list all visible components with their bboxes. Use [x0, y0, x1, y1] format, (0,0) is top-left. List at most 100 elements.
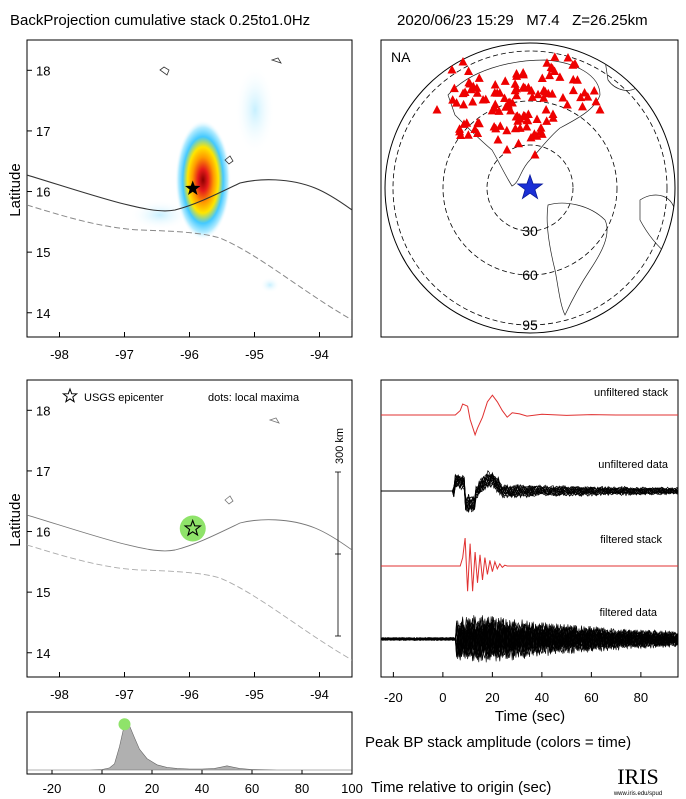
seismic-station-icon — [523, 115, 533, 125]
seismic-station-icon — [500, 76, 510, 85]
seismic-station-icon — [527, 92, 537, 101]
legend-epicenter: USGS epicenter — [84, 392, 164, 404]
seismic-station-icon — [523, 109, 533, 119]
x-tick-label: 80 — [634, 690, 648, 705]
logo-url: www.iris.edu/spud — [613, 791, 662, 797]
seismic-station-icon — [555, 72, 565, 81]
y-tick-label: 14 — [36, 646, 50, 661]
seismic-station-icon — [490, 80, 500, 89]
seismic-station-icon — [589, 85, 599, 95]
ring-label-60: 60 — [522, 267, 538, 283]
traces-panel: unfiltered stack unfiltered data filtere… — [380, 379, 679, 725]
event-info: 2020/06/23 15:29 M7.4 Z=26.25km — [397, 12, 648, 29]
x-tick-label: 100 — [341, 781, 363, 796]
x-tick-label: -95 — [245, 687, 264, 702]
seismic-station-icon — [536, 126, 546, 136]
y-tick-label: 18 — [36, 63, 50, 78]
faint-patch-south — [130, 200, 190, 230]
seismic-station-icon — [491, 123, 501, 133]
seismic-station-icon — [545, 70, 555, 80]
x-tick-label: -95 — [245, 347, 264, 362]
seismic-station-icon — [473, 117, 483, 127]
trace-label-filtered-data: filtered data — [600, 607, 658, 619]
seismic-station-icon — [493, 135, 503, 144]
x-tick-label: 20 — [145, 781, 159, 796]
local-maximum-dot — [179, 515, 206, 542]
seismic-station-icon — [568, 74, 578, 84]
seismic-station-icon — [526, 85, 536, 95]
trench — [27, 204, 352, 321]
seismic-station-icon — [512, 71, 522, 80]
seismic-station-icon — [576, 92, 586, 102]
y-tick-label: 18 — [36, 403, 50, 418]
ring-label-95: 95 — [522, 317, 538, 333]
x-tick-label: 0 — [98, 781, 105, 796]
x-tick-label: -94 — [310, 687, 329, 702]
legend-maxima: dots: local maxima — [208, 392, 300, 404]
x-tick-label: -20 — [43, 781, 62, 796]
maxima-panel: -98 -97 -96 -95 -94 18 17 16 15 14 300 km USGS ep… — [7, 379, 353, 702]
seismic-station-icon — [473, 128, 483, 138]
seismic-station-icon — [456, 130, 466, 139]
seismic-station-icon — [578, 101, 588, 111]
coastline — [27, 514, 352, 552]
seismic-station-icon — [506, 105, 516, 115]
seismic-station-icon — [502, 125, 512, 135]
continent-north-america — [447, 59, 601, 187]
seismic-station-icon — [568, 85, 578, 95]
x-tick-label: 60 — [584, 690, 598, 705]
seismic-station-icon — [541, 104, 551, 114]
seismic-station-icon — [550, 52, 560, 61]
distance-ring-30 — [486, 144, 574, 232]
trace-label-filtered-stack: filtered stack — [600, 534, 662, 546]
seismic-station-icon — [507, 98, 517, 107]
x-tick-label: 80 — [295, 781, 309, 796]
trace-label-unfiltered-data: unfiltered data — [598, 459, 669, 471]
seismic-station-icon — [464, 66, 474, 76]
x-tick-label: 0 — [439, 690, 446, 705]
trench — [27, 544, 352, 661]
seismic-station-icon — [515, 112, 525, 122]
x-tick-label: -96 — [180, 687, 199, 702]
x-tick-label: 40 — [195, 781, 209, 796]
x-tick-label: -98 — [50, 347, 69, 362]
seismic-station-icon — [459, 99, 469, 109]
trace-unfiltered-data — [381, 472, 679, 512]
ring-label-30: 30 — [522, 223, 538, 239]
seismic-station-icon — [495, 121, 505, 130]
epicenter-star-icon — [183, 518, 202, 537]
island-outline — [270, 57, 282, 64]
island-outline — [224, 495, 234, 505]
x-tick-label: 60 — [245, 781, 259, 796]
seismic-station-icon — [547, 89, 557, 98]
continent-africa — [639, 194, 675, 261]
seismic-station-icon — [502, 145, 512, 154]
seismic-station-icon — [558, 92, 568, 102]
seismic-station-icon — [520, 83, 530, 92]
globe-panel: NA 30 60 95 — [380, 39, 679, 338]
iris-logo: IRIS www.iris.edu/spud — [613, 764, 662, 797]
seismic-station-icon — [580, 88, 590, 97]
distance-ring-95 — [392, 50, 668, 326]
seismic-station-icon — [511, 90, 521, 100]
seismic-station-icon — [539, 93, 549, 102]
x-tick-label: -94 — [310, 347, 329, 362]
island-outline — [224, 155, 234, 165]
maxima-ylabel: Latitude — [7, 493, 24, 546]
logo-text: IRIS — [617, 764, 659, 789]
trace-label-unfiltered-stack: unfiltered stack — [594, 387, 668, 399]
seismic-station-icon — [542, 58, 552, 67]
seismic-station-icon — [452, 98, 462, 107]
peak-marker — [118, 718, 131, 731]
trace-filtered-data — [380, 618, 679, 661]
seismic-station-icon — [518, 68, 528, 77]
seismic-station-icon — [460, 87, 470, 97]
seismic-station-icon — [532, 114, 542, 124]
epicenter-star-icon — [516, 173, 544, 200]
seismic-station-icon — [533, 89, 543, 99]
seismic-station-icon — [447, 65, 457, 74]
seismic-station-icon — [515, 123, 525, 132]
peak-frame — [26, 711, 353, 775]
seismic-station-icon — [494, 106, 504, 115]
seismic-station-icon — [472, 88, 482, 97]
